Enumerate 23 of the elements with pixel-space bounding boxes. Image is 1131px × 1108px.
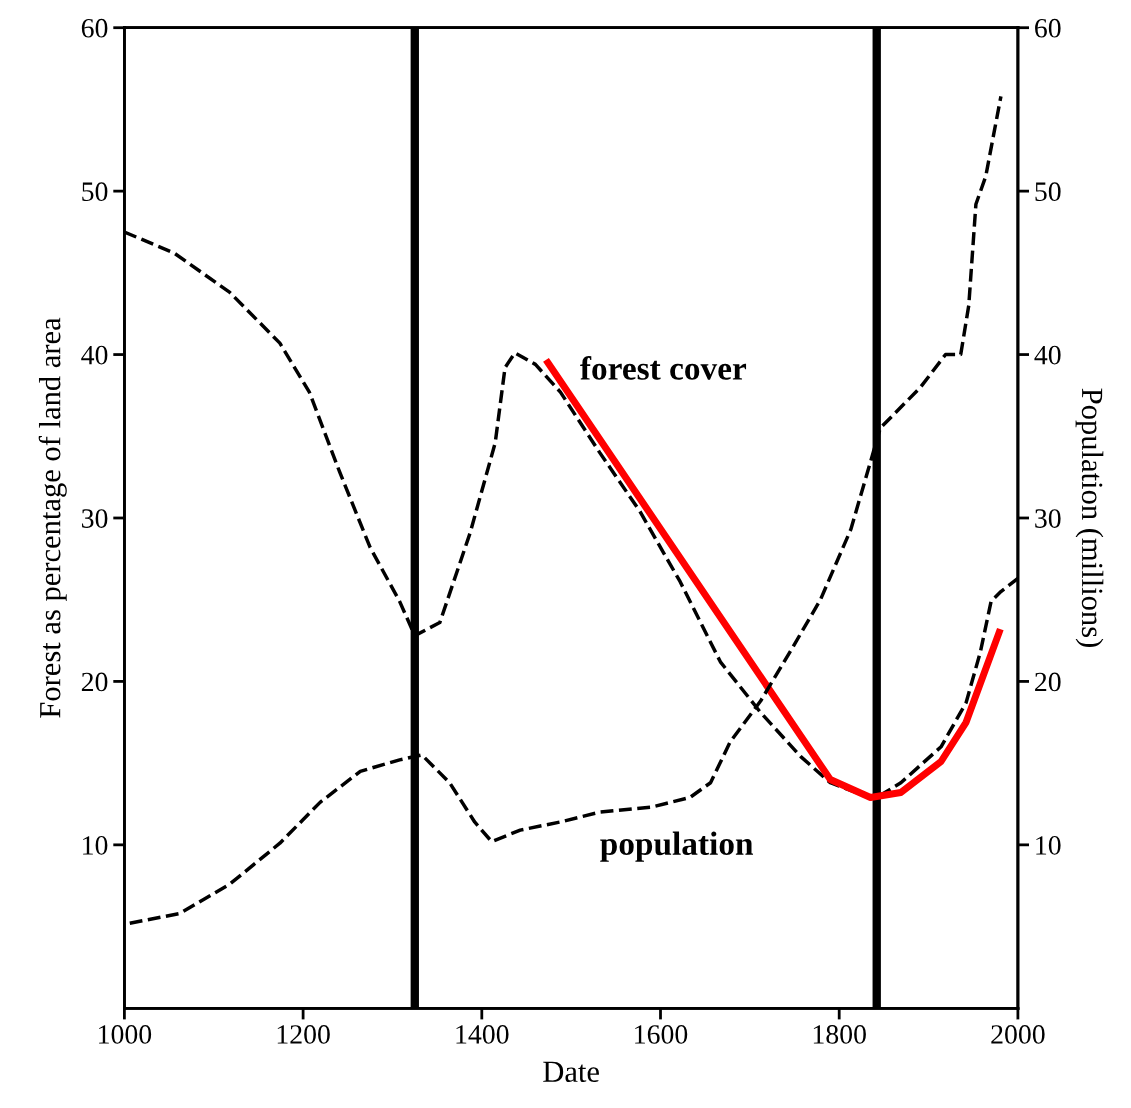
series-label: population	[600, 831, 754, 862]
x-tick-label: 1200	[277, 1025, 330, 1044]
y2-tick-label: 30	[1035, 509, 1061, 528]
y-tick-label: 40	[81, 345, 108, 365]
x-tick-label: 1000	[99, 1025, 152, 1044]
y2-tick-label: 40	[1034, 345, 1061, 365]
y2-tick-label: 10	[1036, 836, 1061, 855]
y-tick-label: 20	[81, 672, 108, 692]
y2-tick-label: 20	[1035, 672, 1061, 692]
x-axis-title: Date	[543, 1061, 599, 1083]
x-tick-label: 1600	[635, 1025, 688, 1044]
y-tick-label: 60	[81, 18, 108, 38]
y2-axis-title: Population (millions)	[1075, 388, 1104, 647]
series-label: forest cover	[580, 356, 747, 380]
x-tick-label: 1800	[813, 1025, 866, 1044]
y2-tick-label: 50	[1035, 182, 1061, 202]
x-tick-label: 1400	[456, 1025, 509, 1044]
y-tick-label: 10	[83, 836, 108, 855]
y2-tick-label: 60	[1035, 18, 1061, 38]
x-tick-label: 2000	[991, 1025, 1045, 1044]
y-axis-title: Forest as percentage of land area	[38, 317, 67, 718]
y-tick-label: 50	[82, 182, 108, 202]
y-tick-label: 30	[81, 509, 108, 528]
